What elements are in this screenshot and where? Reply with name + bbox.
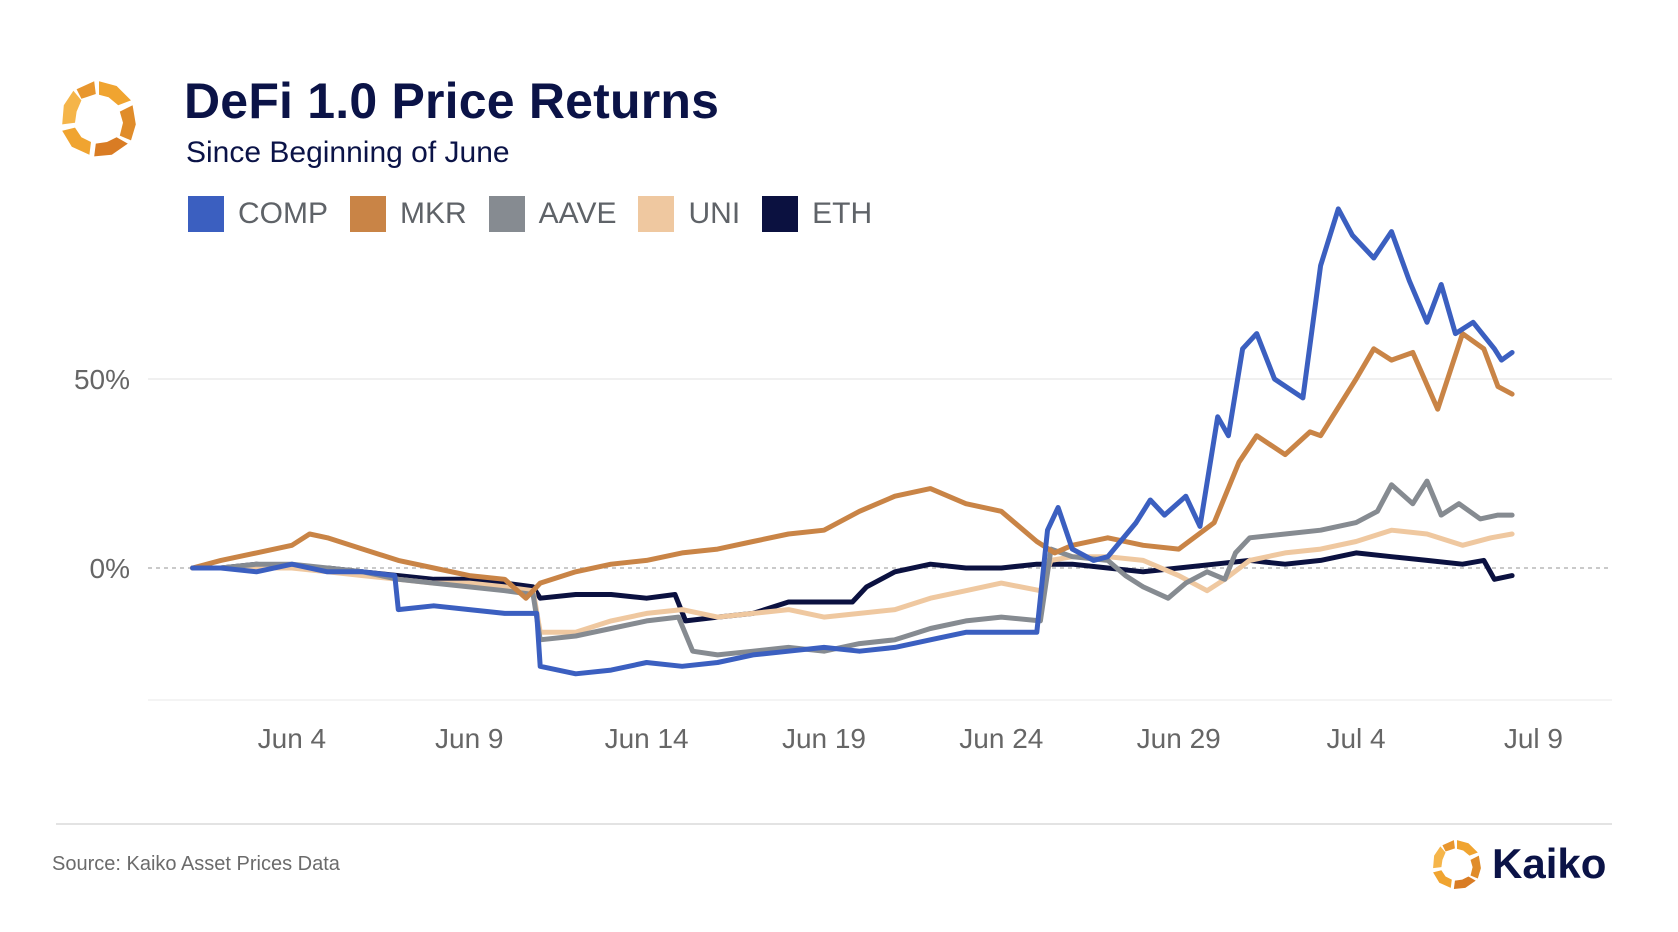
brand-mark: Kaiko [1430, 838, 1606, 890]
kaiko-brand-icon [1433, 840, 1481, 889]
legend-item-eth: ETH [762, 196, 872, 232]
kaiko-logo-icon [62, 81, 136, 157]
legend-swatch-mkr [350, 196, 386, 232]
legend-item-uni: UNI [638, 196, 740, 232]
series-line-aave [190, 478, 1515, 658]
legend-swatch-aave [488, 196, 525, 232]
legend-swatch-comp [188, 196, 224, 232]
x-tick-label: Jul 4 [1326, 723, 1385, 754]
legend-label-eth: ETH [812, 197, 873, 230]
legend-label-mkr: MKR [400, 197, 467, 230]
legend-item-comp: COMP [188, 196, 328, 232]
axis-layer: 0% 50% Jun 4 Jun 9 Jun 14 Jun 19 Jun 24 Jun 29 J… [74, 364, 1563, 754]
legend-swatch-eth [762, 196, 799, 232]
legend: COMP MKR AAVE UNI ETH [188, 196, 894, 232]
series-line-comp [190, 206, 1515, 677]
series-line-uni [190, 527, 1515, 635]
x-tick-label: Jun 14 [605, 723, 689, 754]
legend-label-comp: COMP [238, 197, 328, 230]
legend-swatch-uni [638, 196, 675, 232]
legend-item-mkr: MKR [350, 196, 467, 232]
series-layer [190, 206, 1515, 677]
source-note: Source: Kaiko Asset Prices Data [52, 853, 340, 875]
y-tick-label: 0% [90, 553, 130, 584]
x-tick-label: Jul 9 [1504, 723, 1563, 754]
x-tick-label: Jun 9 [435, 723, 504, 754]
grid-layer [148, 378, 1612, 701]
x-tick-label: Jun 29 [1137, 723, 1221, 754]
legend-label-uni: UNI [688, 197, 741, 230]
chart-title: DeFi 1.0 Price Returns [184, 73, 720, 129]
footer-divider [56, 823, 1612, 825]
x-tick-label: Jun 24 [959, 723, 1043, 754]
series-line-eth [190, 550, 1515, 624]
legend-label-aave: AAVE [538, 197, 617, 230]
series-line-mkr [190, 331, 1515, 601]
legend-item-aave: AAVE [488, 196, 617, 232]
x-tick-label: Jun 19 [782, 723, 866, 754]
x-tick-label: Jun 4 [258, 723, 327, 754]
brand-wordmark: Kaiko [1492, 840, 1607, 887]
y-tick-label: 50% [74, 364, 130, 395]
chart-subtitle: Since Beginning of June [186, 136, 510, 169]
